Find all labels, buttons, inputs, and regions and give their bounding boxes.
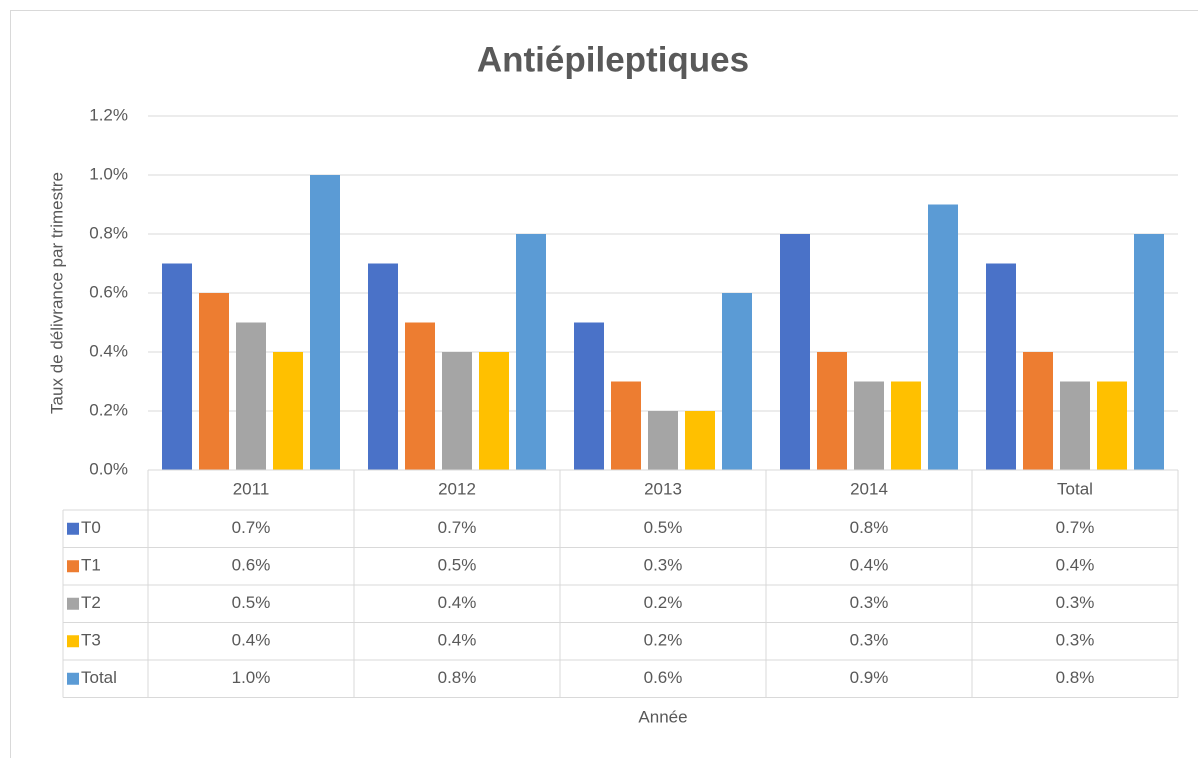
table-value: 0.8%: [850, 518, 889, 537]
x-tick-label: 2012: [438, 479, 476, 498]
y-axis-title: Taux de délivrance par trimestre: [47, 172, 66, 414]
table-value: 0.3%: [1056, 631, 1095, 650]
bar: [574, 322, 604, 470]
bar: [817, 352, 847, 470]
table-value: 0.2%: [644, 593, 683, 612]
table-value: 0.4%: [232, 631, 271, 650]
bar: [310, 175, 340, 470]
table-value: 0.5%: [232, 593, 271, 612]
table-value: 0.4%: [438, 593, 477, 612]
chart-border: [10, 10, 1198, 758]
table-value: 0.3%: [644, 556, 683, 575]
table-value: 0.9%: [850, 668, 889, 687]
x-axis-title: Année: [638, 707, 687, 726]
x-tick-label: Total: [1057, 479, 1093, 498]
bar: [891, 381, 921, 470]
bar: [1097, 381, 1127, 470]
table-value: 0.8%: [1056, 668, 1095, 687]
bar: [854, 381, 884, 470]
table-value: 0.4%: [1056, 556, 1095, 575]
table-value: 0.3%: [1056, 593, 1095, 612]
bar: [273, 352, 303, 470]
table-value: 0.6%: [644, 668, 683, 687]
x-tick-label: 2013: [644, 479, 682, 498]
table-value: 0.3%: [850, 593, 889, 612]
table-value: 0.7%: [438, 518, 477, 537]
bar: [162, 263, 192, 470]
bar: [405, 322, 435, 470]
y-tick-label: 0.6%: [89, 282, 128, 301]
bar: [928, 204, 958, 470]
bar: [685, 411, 715, 470]
table-value: 0.7%: [232, 518, 271, 537]
legend-key: [67, 597, 79, 610]
y-tick-label: 1.0%: [89, 164, 128, 183]
y-tick-label: 0.0%: [89, 459, 128, 478]
table-value: 0.4%: [850, 556, 889, 575]
table-value: 0.3%: [850, 631, 889, 650]
bar: [199, 293, 229, 470]
bar: [648, 411, 678, 470]
legend-label: T3: [81, 631, 101, 650]
table-value: 0.2%: [644, 631, 683, 650]
bar: [368, 263, 398, 470]
legend-label: T0: [81, 518, 101, 537]
table-value: 0.8%: [438, 668, 477, 687]
bar: [611, 381, 641, 470]
chart-title: Antiépileptiques: [477, 40, 749, 79]
y-tick-label: 0.4%: [89, 341, 128, 360]
bar: [479, 352, 509, 470]
table-value: 0.7%: [1056, 518, 1095, 537]
bar: [1060, 381, 1090, 470]
legend-key: [67, 522, 79, 535]
x-tick-label: 2014: [850, 479, 888, 498]
legend-label: T2: [81, 593, 101, 612]
y-tick-label: 0.2%: [89, 400, 128, 419]
legend-key: [67, 560, 79, 573]
bar: [516, 234, 546, 470]
legend-label: Total: [81, 668, 117, 687]
legend-key: [67, 672, 79, 685]
bar: [442, 352, 472, 470]
table-value: 0.6%: [232, 556, 271, 575]
bar: [1023, 352, 1053, 470]
table-value: 1.0%: [232, 668, 271, 687]
bar: [236, 322, 266, 470]
y-tick-label: 1.2%: [89, 105, 128, 124]
x-tick-label: 2011: [233, 479, 270, 498]
bar: [986, 263, 1016, 470]
legend-label: T1: [81, 556, 101, 575]
table-value: 0.5%: [644, 518, 683, 537]
table-value: 0.4%: [438, 631, 477, 650]
table-value: 0.5%: [438, 556, 477, 575]
bar: [1134, 234, 1164, 470]
y-tick-label: 0.8%: [89, 223, 128, 242]
legend-key: [67, 635, 79, 648]
bar: [722, 293, 752, 470]
bar: [780, 234, 810, 470]
